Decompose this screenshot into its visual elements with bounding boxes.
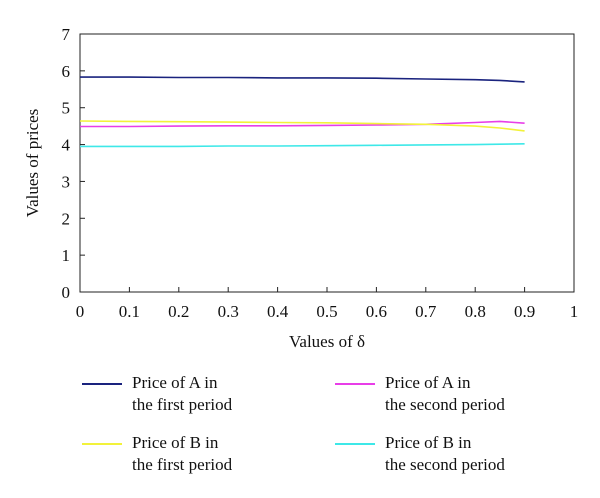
y-tick-label: 5 (62, 99, 71, 118)
legend-swatch (82, 443, 122, 445)
legend-swatch (82, 383, 122, 385)
x-tick-label: 0.5 (316, 302, 337, 321)
legend-item-b-first: Price of B in the first period (82, 432, 232, 476)
y-tick-label: 0 (62, 283, 71, 302)
legend-swatch (335, 383, 375, 385)
y-tick-label: 1 (62, 246, 71, 265)
legend-item-b-second: Price of B in the second period (335, 432, 505, 476)
y-tick-label: 2 (62, 209, 71, 228)
y-axis-ticks: 0 1 2 3 4 5 6 7 (62, 25, 85, 302)
x-tick-label: 0.2 (168, 302, 189, 321)
series-line-0 (80, 76, 525, 83)
legend: Price of A in the first period Price of … (0, 360, 600, 490)
y-tick-label: 6 (62, 62, 71, 81)
series-lines (79, 76, 525, 148)
series-line-2 (79, 120, 525, 132)
y-tick-label: 4 (62, 136, 71, 155)
plot-area-frame (79, 33, 575, 293)
x-axis-ticks: 0 0.1 0.2 0.3 0.4 0.5 0.6 0.7 0.8 0.9 1 (76, 287, 579, 321)
x-tick-label: 1 (570, 302, 579, 321)
y-tick-label: 7 (62, 25, 71, 44)
x-tick-label: 0.3 (218, 302, 239, 321)
x-tick-label: 0 (76, 302, 85, 321)
series-line-1 (80, 120, 525, 128)
x-tick-label: 0.8 (465, 302, 486, 321)
y-tick-label: 3 (62, 172, 71, 191)
legend-label: Price of B in the first period (132, 433, 233, 474)
legend-label: Price of A in the first period (132, 373, 233, 414)
x-axis-title: Values of δ (289, 332, 365, 351)
x-tick-label: 0.1 (119, 302, 140, 321)
legend-label: Price of A in the second period (385, 373, 505, 414)
line-chart: 0 1 2 3 4 5 6 7 0 0.1 0.2 0.3 0.4 0.5 0.6 0.7 0.8 0.9 1 V… (23, 25, 579, 351)
legend-item-a-first: Price of A in the first period (82, 372, 232, 416)
series-line-3 (80, 143, 525, 148)
x-tick-label: 0.7 (415, 302, 437, 321)
legend-label: Price of B in the second period (385, 433, 505, 474)
y-axis-title: Values of prices (23, 109, 42, 218)
x-tick-label: 0.6 (366, 302, 387, 321)
legend-item-a-second: Price of A in the second period (335, 372, 505, 416)
x-tick-label: 0.4 (267, 302, 289, 321)
x-tick-label: 0.9 (514, 302, 535, 321)
legend-swatch (335, 443, 375, 445)
